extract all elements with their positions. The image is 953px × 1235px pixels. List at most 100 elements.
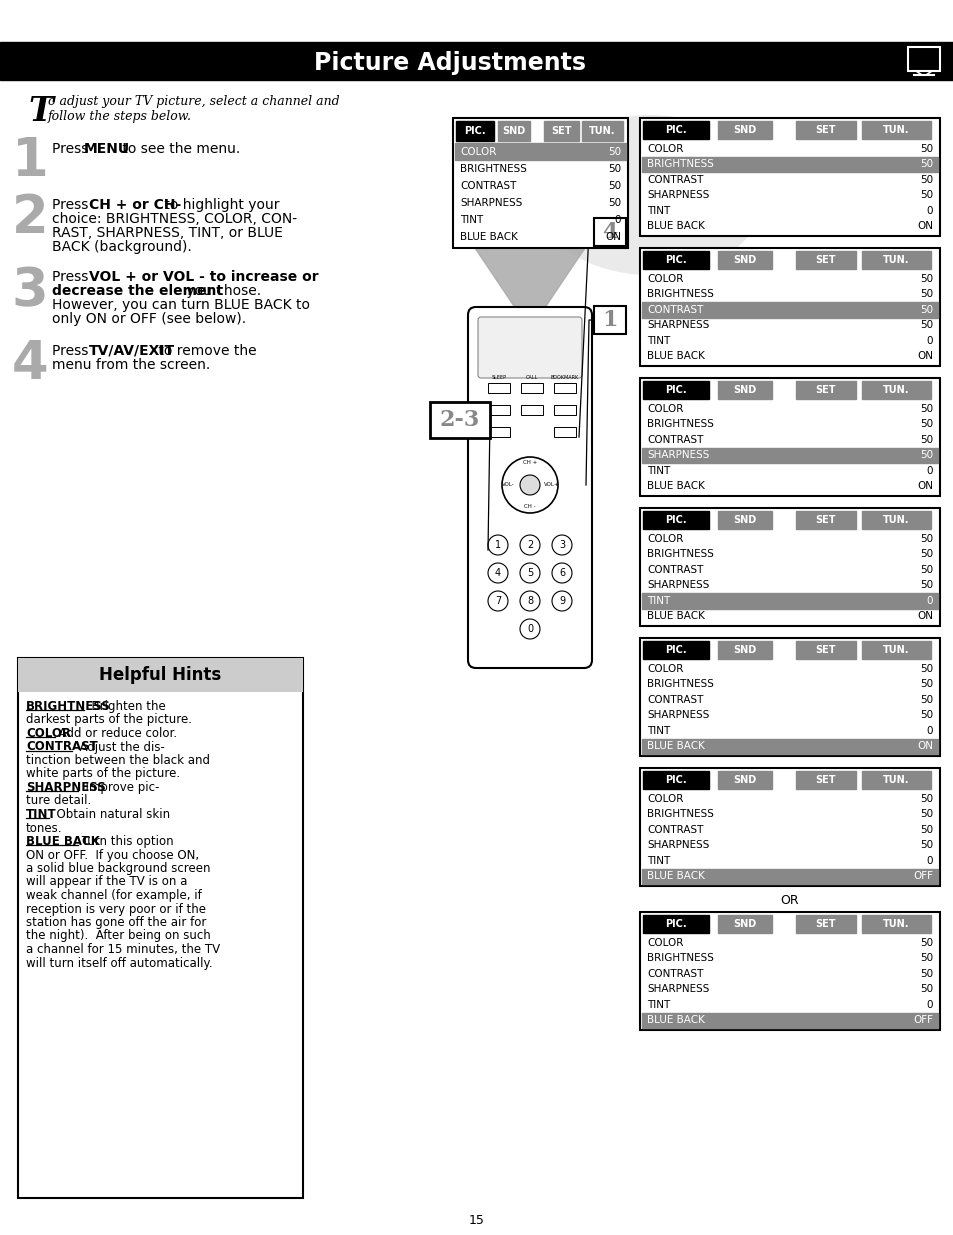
Bar xyxy=(639,119,939,236)
Text: SHARPNESS: SHARPNESS xyxy=(646,451,709,461)
Text: 1: 1 xyxy=(11,135,49,186)
Text: 50: 50 xyxy=(919,550,932,559)
Text: 50: 50 xyxy=(919,939,932,948)
Text: BLUE BACK: BLUE BACK xyxy=(646,482,704,492)
Text: 50: 50 xyxy=(919,144,932,154)
Text: CONTRAST: CONTRAST xyxy=(646,825,702,835)
Text: SHARPNESS: SHARPNESS xyxy=(26,781,106,794)
Bar xyxy=(488,383,510,393)
Bar xyxy=(520,405,542,415)
Bar xyxy=(718,511,771,530)
Text: PIC.: PIC. xyxy=(664,776,686,785)
Bar xyxy=(795,251,855,269)
Text: 0: 0 xyxy=(526,624,533,634)
Bar xyxy=(594,219,625,246)
Bar xyxy=(862,641,930,659)
Bar xyxy=(641,157,937,172)
Text: SND: SND xyxy=(733,385,756,395)
Text: tinction between the black and: tinction between the black and xyxy=(26,755,210,767)
Text: SHARPNESS: SHARPNESS xyxy=(646,710,709,720)
Bar xyxy=(642,641,708,659)
Text: 50: 50 xyxy=(919,435,932,445)
Text: PIC.: PIC. xyxy=(464,126,485,136)
Text: SND: SND xyxy=(733,776,756,785)
Text: 0: 0 xyxy=(925,856,932,866)
Circle shape xyxy=(519,619,539,638)
Text: TINT: TINT xyxy=(646,466,670,475)
Bar xyxy=(641,593,937,609)
Text: Turn this option: Turn this option xyxy=(78,835,173,848)
Text: TUN.: TUN. xyxy=(882,125,909,135)
Text: COLOR: COLOR xyxy=(646,404,682,414)
Text: TINT: TINT xyxy=(646,856,670,866)
Bar xyxy=(642,915,708,934)
Text: 50: 50 xyxy=(607,182,620,191)
Bar xyxy=(795,641,855,659)
Bar xyxy=(862,771,930,789)
Text: SET: SET xyxy=(551,126,571,136)
Text: 50: 50 xyxy=(919,984,932,994)
Text: PIC.: PIC. xyxy=(664,125,686,135)
Text: 50: 50 xyxy=(919,320,932,331)
Bar xyxy=(641,868,937,884)
Text: Brighten the: Brighten the xyxy=(84,700,166,713)
Bar xyxy=(795,121,855,140)
Text: darkest parts of the picture.: darkest parts of the picture. xyxy=(26,714,192,726)
Text: 0: 0 xyxy=(614,215,620,225)
Text: BRIGHTNESS: BRIGHTNESS xyxy=(646,809,713,820)
Text: decrease the element: decrease the element xyxy=(52,284,223,298)
Bar xyxy=(862,915,930,934)
Text: PIC.: PIC. xyxy=(664,385,686,395)
Text: 4: 4 xyxy=(601,221,617,243)
Circle shape xyxy=(552,535,572,555)
Text: 50: 50 xyxy=(607,147,620,157)
Text: ON: ON xyxy=(916,351,932,362)
Text: SET: SET xyxy=(815,125,836,135)
Bar xyxy=(795,382,855,399)
Text: SET: SET xyxy=(815,645,836,655)
Text: 50: 50 xyxy=(919,953,932,963)
Text: o adjust your TV picture, select a channel and: o adjust your TV picture, select a chann… xyxy=(48,95,339,107)
Text: a channel for 15 minutes, the TV: a channel for 15 minutes, the TV xyxy=(26,944,220,956)
Text: to see the menu.: to see the menu. xyxy=(118,142,240,156)
Text: 50: 50 xyxy=(919,159,932,169)
Bar xyxy=(641,447,937,463)
Text: OR: OR xyxy=(780,893,799,906)
Text: BOOKMARK: BOOKMARK xyxy=(550,375,578,380)
Text: SET: SET xyxy=(815,515,836,525)
Bar xyxy=(453,119,627,248)
Text: CONTRAST: CONTRAST xyxy=(459,182,516,191)
Circle shape xyxy=(488,535,507,555)
FancyBboxPatch shape xyxy=(468,308,592,668)
Text: 50: 50 xyxy=(919,840,932,851)
Text: 4: 4 xyxy=(11,338,49,390)
Text: MENU: MENU xyxy=(84,142,130,156)
Text: 7: 7 xyxy=(495,597,500,606)
Text: 2-3: 2-3 xyxy=(439,409,479,431)
Circle shape xyxy=(488,563,507,583)
Text: COLOR: COLOR xyxy=(646,939,682,948)
Bar xyxy=(594,306,625,333)
Bar xyxy=(498,121,530,141)
Text: 50: 50 xyxy=(919,809,932,820)
Text: 4: 4 xyxy=(495,568,500,578)
Text: SHARPNESS: SHARPNESS xyxy=(459,198,522,209)
Bar xyxy=(795,771,855,789)
Text: 0: 0 xyxy=(925,595,932,606)
Text: SLEEP: SLEEP xyxy=(491,375,506,380)
Text: COLOR: COLOR xyxy=(646,794,682,804)
Text: to remove the: to remove the xyxy=(153,345,256,358)
Circle shape xyxy=(552,563,572,583)
Text: tones.: tones. xyxy=(26,821,63,835)
Text: white parts of the picture.: white parts of the picture. xyxy=(26,767,180,781)
Text: TINT: TINT xyxy=(646,206,670,216)
Polygon shape xyxy=(475,248,584,330)
Bar xyxy=(718,382,771,399)
Bar xyxy=(718,121,771,140)
Text: SHARPNESS: SHARPNESS xyxy=(646,580,709,590)
Text: 50: 50 xyxy=(919,794,932,804)
Text: OFF: OFF xyxy=(912,1015,932,1025)
Circle shape xyxy=(488,592,507,611)
Text: will appear if the TV is on a: will appear if the TV is on a xyxy=(26,876,187,888)
Bar xyxy=(862,121,930,140)
